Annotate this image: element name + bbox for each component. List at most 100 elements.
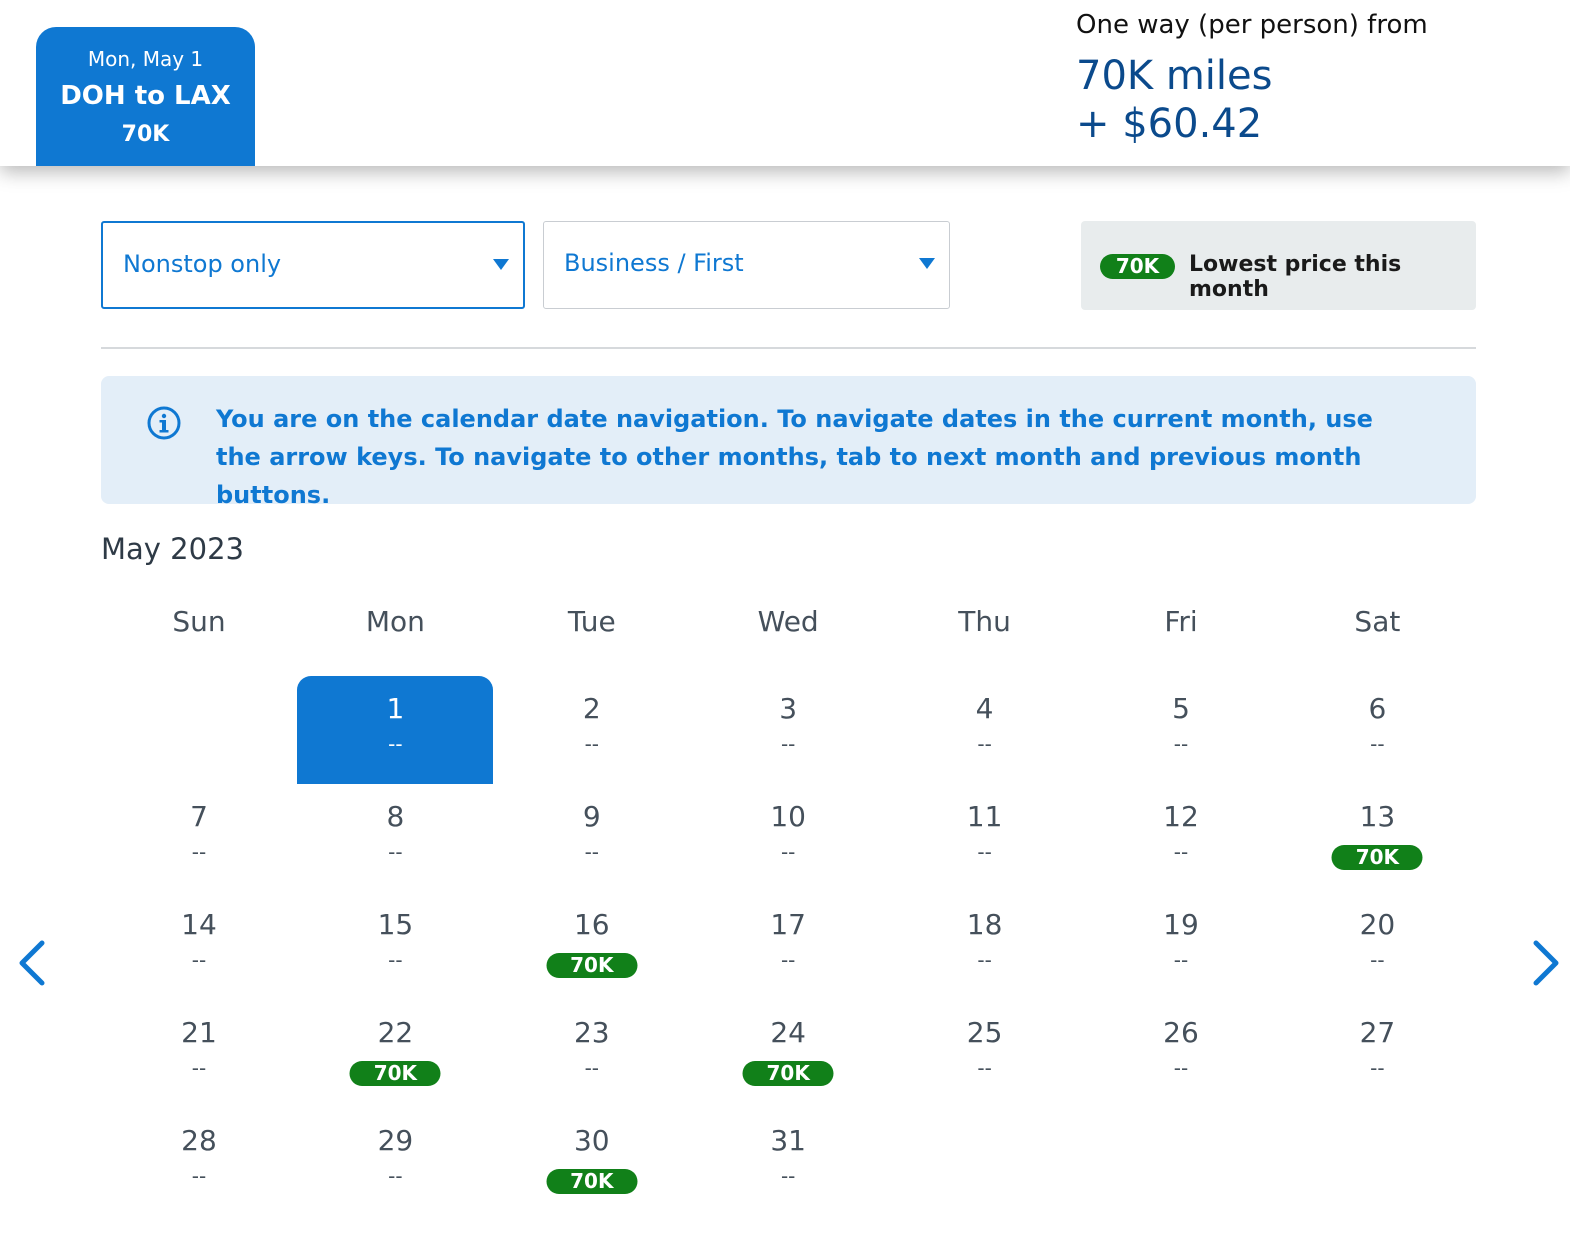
calendar-day-10[interactable]: 10 -- [690,784,886,892]
calendar-day-3[interactable]: 3 -- [690,676,886,784]
flight-tab-date: Mon, May 1 [87,47,204,71]
day-price-unavailable: -- [1173,1056,1189,1080]
day-number: 14 [181,908,217,941]
day-price-unavailable: -- [1173,840,1189,864]
day-price-badge: 70K [349,1061,441,1086]
day-number: 27 [1359,1016,1396,1049]
day-number: 24 [770,1016,806,1049]
chevron-left-icon[interactable] [14,937,50,989]
day-number: 3 [779,692,798,725]
day-number: 13 [1359,800,1396,833]
day-number: 28 [181,1124,217,1157]
calendar-day-18[interactable]: 18 -- [887,892,1083,1000]
day-price-unavailable: -- [191,948,207,972]
day-number: 1 [386,692,405,725]
day-price-unavailable: -- [780,732,796,756]
fare-cash: + $60.42 [1076,101,1263,147]
day-price-unavailable: -- [1370,732,1385,756]
calendar-day-31[interactable]: 31 -- [690,1108,886,1216]
day-price-unavailable: -- [388,1164,403,1188]
cabin-select-value: Business / First [564,249,744,277]
flight-tab-price: 70K [121,122,170,147]
day-number: 2 [582,692,601,725]
day-number: 31 [770,1124,806,1157]
day-number: 10 [770,800,806,833]
stops-select[interactable]: Nonstop only [101,221,525,309]
calendar-day-26[interactable]: 26 -- [1083,1000,1279,1108]
day-price-unavailable: -- [191,1164,207,1188]
calendar-day-28[interactable]: 28 -- [101,1108,297,1216]
calendar-day-25[interactable]: 25 -- [887,1000,1083,1108]
day-price-unavailable: -- [977,732,992,756]
day-number: 5 [1172,692,1190,725]
day-price-badge: 70K [742,1061,834,1086]
calendar-day-29[interactable]: 29 -- [297,1108,493,1216]
weekday-tue: Tue [567,605,616,638]
info-circle-icon [147,406,181,440]
day-number: 6 [1368,692,1387,725]
caret-down-icon [919,258,935,269]
day-price-unavailable: -- [1173,948,1189,972]
calendar-day-22[interactable]: 22 70K [297,1000,493,1108]
day-number: 18 [966,908,1003,941]
day-price-unavailable: -- [977,948,992,972]
calendar-day-21[interactable]: 21 -- [101,1000,297,1108]
weekday-fri: Fri [1164,605,1198,638]
day-price-unavailable: -- [191,1056,207,1080]
calendar-day-6[interactable]: 6 -- [1279,676,1475,784]
calendar-day-13[interactable]: 13 70K [1279,784,1475,892]
calendar-day-1[interactable]: 1 -- [297,676,494,784]
day-number: 15 [377,908,414,941]
calendar-day-19[interactable]: 19 -- [1083,892,1279,1000]
day-price-unavailable: -- [780,1164,796,1188]
day-price-badge: 70K [546,1169,638,1194]
weekday-mon: Mon [365,605,425,638]
calendar-day-30[interactable]: 30 70K [494,1108,690,1216]
day-number: 26 [1163,1016,1199,1049]
weekday-sat: Sat [1354,605,1401,638]
day-price-badge: 70K [546,953,638,978]
chevron-right-icon[interactable] [1528,937,1564,989]
calendar-day-11[interactable]: 11 -- [887,784,1083,892]
calendar-day-23[interactable]: 23 -- [494,1000,690,1108]
day-number: 16 [573,908,610,941]
day-price-unavailable: -- [1370,1056,1385,1080]
day-number: 12 [1163,800,1199,833]
cabin-select[interactable]: Business / First [543,221,950,309]
calendar-day-27[interactable]: 27 -- [1279,1000,1475,1108]
calendar-day-17[interactable]: 17 -- [690,892,886,1000]
day-number: 17 [770,908,806,941]
calendar-day-16[interactable]: 16 70K [494,892,690,1000]
calendar-day-14[interactable]: 14 -- [101,892,297,1000]
calendar-day-24[interactable]: 24 70K [690,1000,886,1108]
day-number: 29 [377,1124,414,1157]
calendar-day-2[interactable]: 2 -- [494,676,690,784]
fare-miles: 70K miles [1076,53,1273,99]
calendar-day-8[interactable]: 8 -- [297,784,493,892]
flight-tab-selected[interactable]: Mon, May 1 DOH to LAX 70K [36,27,255,166]
day-price-unavailable: -- [977,840,992,864]
day-price-unavailable: -- [780,948,796,972]
day-number: 8 [386,800,405,833]
day-price-unavailable: -- [584,840,600,864]
day-number: 22 [377,1016,414,1049]
day-price-unavailable: -- [1173,732,1189,756]
calendar-day-5[interactable]: 5 -- [1083,676,1279,784]
day-number: 30 [573,1124,610,1157]
lowest-price-badge: 70K [1100,254,1175,279]
month-title: May 2023 [101,532,244,566]
calendar-day-12[interactable]: 12 -- [1083,784,1279,892]
day-price-unavailable: -- [191,840,207,864]
calendar-day-20[interactable]: 20 -- [1279,892,1475,1000]
header: Mon, May 1 DOH to LAX 70K One way (per p… [0,0,1570,166]
calendar-day-9[interactable]: 9 -- [494,784,690,892]
calendar-day-4[interactable]: 4 -- [887,676,1083,784]
caret-down-icon [493,259,509,270]
fare-summary: One way (per person) from 70K miles + $6… [1076,10,1428,148]
stops-select-value: Nonstop only [123,250,282,278]
calendar-day-15[interactable]: 15 -- [297,892,493,1000]
calendar-day-7[interactable]: 7 -- [101,784,297,892]
day-number: 19 [1163,908,1199,941]
day-number: 11 [966,800,1003,833]
